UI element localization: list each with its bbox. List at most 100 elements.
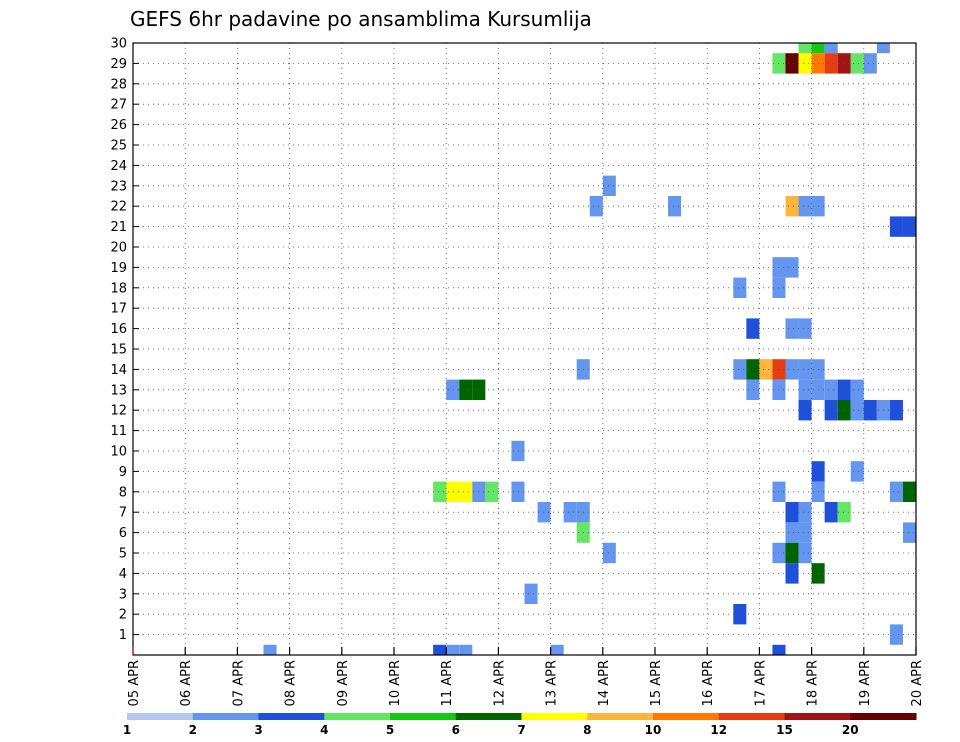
- precip-cell: [459, 481, 473, 502]
- precip-cell: [459, 644, 473, 655]
- x-tick-label: 13 APR: [545, 660, 560, 706]
- precip-cell: [602, 542, 616, 564]
- precip-cell: [850, 53, 864, 74]
- precip-cell: [798, 196, 812, 217]
- y-tick-label: 19: [110, 261, 127, 276]
- precip-cell: [876, 43, 890, 54]
- precip-cell: [446, 379, 460, 400]
- x-tick-label: 09 APR: [336, 660, 351, 706]
- precip-cell: [824, 43, 838, 54]
- precip-cell: [798, 318, 812, 339]
- y-tick-label: 23: [110, 179, 127, 194]
- y-tick-label: 26: [110, 118, 127, 133]
- y-tick-label: 16: [110, 322, 127, 337]
- precip-cell: [537, 502, 551, 523]
- colorbar-label: 15: [776, 723, 793, 737]
- y-tick-label: 6: [119, 526, 127, 541]
- precip-cell: [433, 481, 447, 502]
- precip-cell: [889, 481, 903, 502]
- precip-cell: [902, 216, 916, 237]
- y-tick-label: 13: [110, 383, 127, 398]
- precip-cell: [837, 502, 851, 523]
- y-tick-label: 3: [119, 587, 127, 602]
- x-tick-label: 11 APR: [440, 660, 455, 706]
- x-tick-label: 17 APR: [753, 660, 768, 706]
- precip-cell: [798, 522, 812, 543]
- precip-cell: [785, 502, 799, 523]
- precip-cell: [550, 644, 564, 655]
- y-tick-label: 28: [110, 77, 127, 92]
- precip-cell: [785, 196, 799, 217]
- precip-cell: [511, 440, 525, 462]
- y-tick-label: 14: [110, 363, 127, 378]
- precip-cell: [837, 379, 851, 400]
- x-tick-label: 15 APR: [649, 660, 664, 706]
- precip-cell: [785, 53, 799, 74]
- precip-cell: [863, 53, 877, 74]
- precip-cell: [798, 53, 812, 74]
- precip-cell: [459, 379, 473, 400]
- precip-cell: [850, 400, 864, 421]
- y-tick-label: 29: [110, 57, 127, 72]
- precip-cell: [733, 277, 747, 298]
- colorbar-swatch: [390, 713, 457, 720]
- precip-cell: [850, 461, 864, 482]
- y-axis: 1234567891011121314151617181920212223242…: [110, 37, 139, 643]
- precip-cell: [798, 379, 812, 400]
- colorbar-label: 20: [842, 723, 859, 737]
- colorbar-legend: 1 2 3 4 5 6 7 8 10 12 15 20: [123, 713, 917, 737]
- precip-cell: [433, 644, 447, 655]
- precip-cell: [446, 644, 460, 655]
- precip-cell: [759, 359, 773, 380]
- y-tick-label: 18: [110, 281, 127, 296]
- colorbar-label: 12: [710, 723, 727, 737]
- colorbar-label: 6: [452, 723, 460, 737]
- y-tick-label: 30: [110, 37, 127, 52]
- precip-cell: [889, 624, 903, 645]
- precip-cell: [785, 522, 799, 543]
- x-tick-label: 12 APR: [492, 660, 507, 706]
- precip-cell: [746, 379, 760, 400]
- precip-cell: [746, 318, 760, 339]
- colorbar-swatch: [850, 713, 917, 720]
- x-tick-label: 14 APR: [597, 660, 612, 706]
- precip-cell: [785, 542, 799, 564]
- precip-cell: [824, 379, 838, 400]
- y-tick-label: 17: [110, 302, 127, 317]
- precip-cell: [798, 400, 812, 421]
- precip-cell: [889, 400, 903, 421]
- y-tick-label: 10: [110, 445, 127, 460]
- y-tick-label: 11: [110, 424, 127, 439]
- precip-cell: [563, 502, 577, 523]
- precip-cell: [785, 359, 799, 380]
- precip-cell: [785, 318, 799, 339]
- x-tick-label: 19 APR: [858, 660, 873, 706]
- colorbar-label: 8: [583, 723, 591, 737]
- precip-cell: [798, 542, 812, 564]
- precip-cell: [446, 481, 460, 502]
- colorbar-label: 10: [645, 723, 662, 737]
- y-tick-label: 12: [110, 404, 127, 419]
- colorbar-label: 7: [517, 723, 525, 737]
- colorbar-swatch: [718, 713, 785, 720]
- x-tick-label: 10 APR: [388, 660, 403, 706]
- y-tick-label: 21: [110, 220, 127, 235]
- precip-cell: [798, 43, 812, 54]
- colorbar-swatch: [521, 713, 588, 720]
- y-tick-label: 20: [110, 241, 127, 256]
- grid-lines: [133, 43, 916, 655]
- precip-cell: [785, 563, 799, 584]
- x-axis: 05 APR 06 APR 07 APR 08 APR 09 APR 10 APR 11 A…: [127, 647, 925, 706]
- x-tick-label: 20 APR: [910, 660, 925, 706]
- precip-cell: [263, 644, 277, 655]
- y-tick-label: 1: [119, 628, 127, 643]
- y-tick-label: 7: [119, 506, 127, 521]
- precip-cell: [889, 216, 903, 237]
- precip-cell: [837, 400, 851, 421]
- y-tick-label: 15: [110, 343, 127, 358]
- precip-cell: [485, 481, 499, 502]
- y-tick-label: 25: [110, 139, 127, 154]
- x-tick-label: 06 APR: [179, 660, 194, 706]
- precip-cell: [902, 481, 916, 502]
- precip-cell: [733, 604, 747, 625]
